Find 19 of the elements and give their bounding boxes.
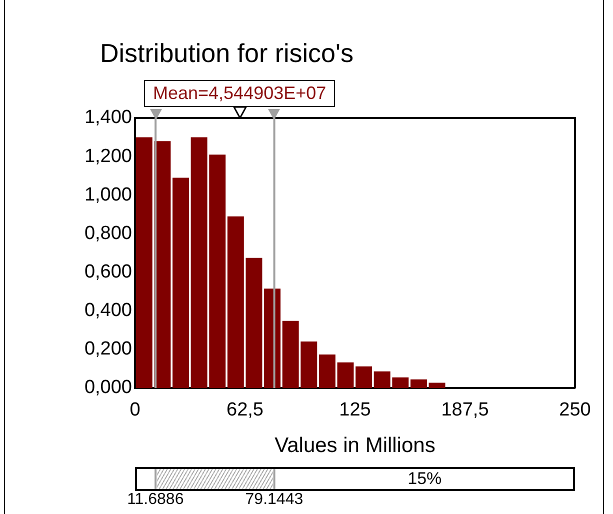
text: 11.6886 <box>127 491 184 509</box>
x-tick-label: 250 <box>559 400 591 421</box>
x-tick-label: 0 <box>130 400 140 421</box>
chart-title: Distribution for risico's <box>100 38 354 68</box>
y-tick-label: 1,200 <box>84 146 132 167</box>
y-tick-label: 1,400 <box>84 107 132 128</box>
y-tick-label: 0,400 <box>84 300 132 322</box>
y-tick-label: 0,000 <box>84 377 132 398</box>
y-tick-label: 0,600 <box>84 262 132 283</box>
y-tick-label: 1,000 <box>84 184 132 206</box>
x-tick-label: 62,5 <box>226 400 264 421</box>
y-tick-label: 0,800 <box>84 222 132 244</box>
text: Mean=4,544903E+07 <box>144 80 336 107</box>
text: 79.1443 <box>245 491 304 509</box>
x-axis-title: Values in Millions <box>274 434 436 457</box>
y-tick-label: 0,200 <box>84 338 132 360</box>
x-tick-label: 125 <box>339 400 371 421</box>
x-tick-label: 187,5 <box>441 400 489 421</box>
text: 15% <box>408 469 442 489</box>
